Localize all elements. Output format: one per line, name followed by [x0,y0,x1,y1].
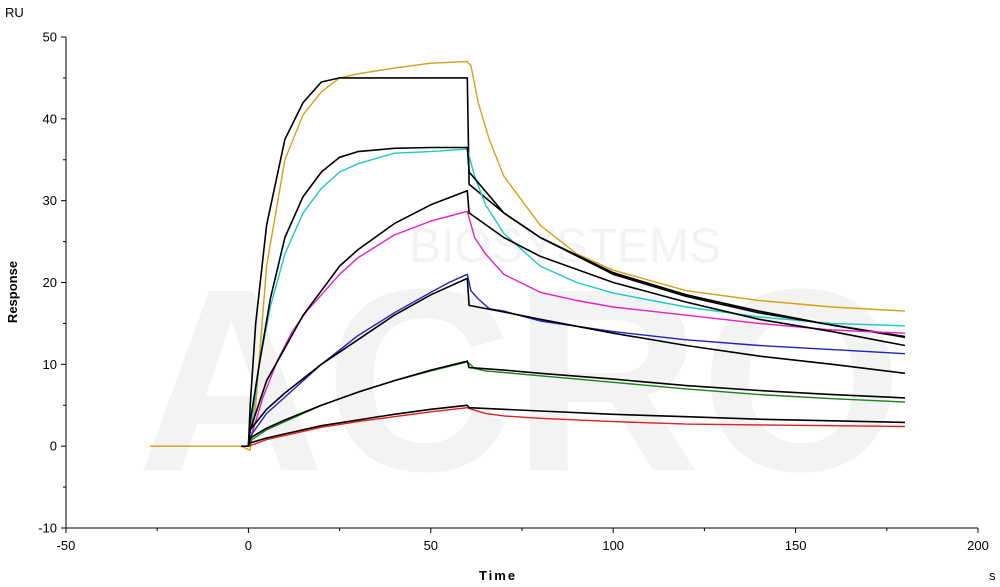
y-tick-label: 20 [43,275,57,290]
fit-curve-1 [241,77,906,447]
x-tick-label: 0 [245,538,252,553]
y-tick-label: 30 [43,193,57,208]
response-curve-4 [247,210,906,447]
fit-curve-3 [247,146,906,447]
fit-curve-5 [247,190,906,447]
y-axis-title: Response [5,261,20,323]
x-tick-label: 200 [967,538,989,553]
x-tick-label: -50 [57,538,76,553]
x-axis-title: Time [479,568,517,583]
response-curve-8 [247,361,906,447]
y-tick-label: 0 [50,439,57,454]
response-curve-2 [247,148,906,447]
y-ticks: -10 0 10 20 30 40 50 [38,30,66,536]
fit-curve-9 [247,360,906,447]
y-tick-label: -10 [38,521,57,536]
x-tick-label: 150 [785,538,807,553]
response-curve-0 [149,60,906,451]
fit-curve-7 [247,277,906,447]
series-layer [149,60,906,451]
fit-curve-11 [247,404,906,447]
y-tick-label: 10 [43,357,57,372]
y-unit-label: RU [5,5,24,20]
x-unit-label: s [989,568,996,583]
watermark-biosystems: BIOSYSTEMS [409,220,721,273]
y-tick-label: 50 [43,30,57,45]
response-curve-6 [247,273,906,447]
y-tick-label: 40 [43,111,57,126]
x-tick-label: 50 [424,538,438,553]
x-tick-label: 100 [602,538,624,553]
response-curve-10 [248,407,906,447]
x-ticks: -50 0 50 100 150 200 [57,528,989,553]
